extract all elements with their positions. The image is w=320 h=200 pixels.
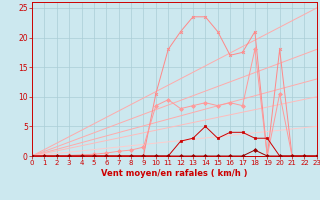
X-axis label: Vent moyen/en rafales ( km/h ): Vent moyen/en rafales ( km/h )	[101, 169, 248, 178]
